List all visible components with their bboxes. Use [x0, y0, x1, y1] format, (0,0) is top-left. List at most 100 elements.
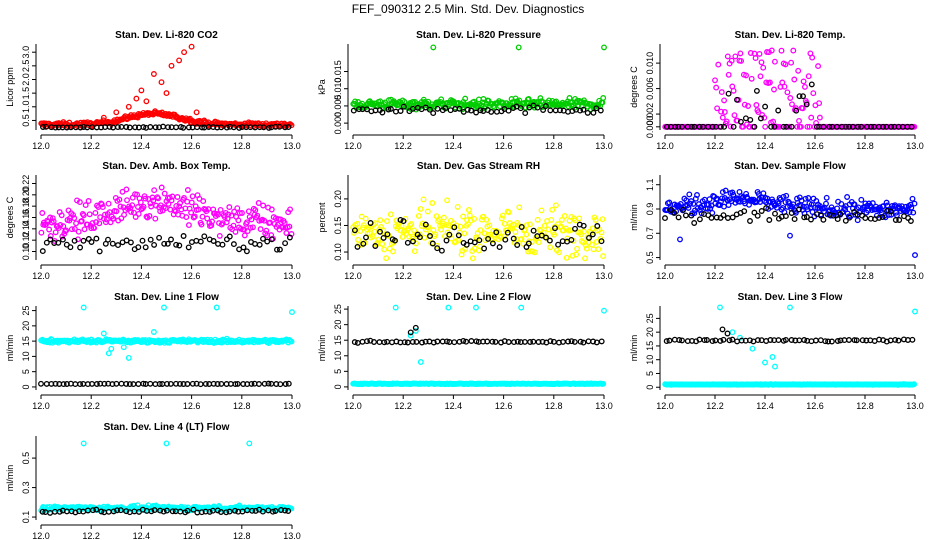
data-point	[861, 203, 868, 210]
data-point	[47, 236, 54, 243]
y-tick-label: 1.5	[21, 87, 31, 100]
data-point	[730, 87, 737, 94]
data-point	[447, 107, 454, 114]
data-point	[594, 223, 601, 229]
data-point	[38, 229, 45, 236]
data-point	[261, 380, 268, 387]
data-point	[77, 124, 84, 131]
data-point	[381, 339, 388, 346]
data-point	[243, 219, 250, 226]
data-point	[667, 206, 674, 213]
x-tick-label: 13.0	[595, 271, 613, 281]
data-point	[505, 209, 512, 216]
data-point	[783, 123, 790, 130]
data-point	[188, 43, 195, 50]
x-tick-label: 12.0	[344, 141, 362, 151]
chart-panel-6: Stan. Dev. Sample Flow ml/min 12.0 12.2 12.4…	[629, 161, 924, 281]
data-point	[589, 225, 596, 232]
y-tick-label: 5	[645, 371, 655, 376]
data-point	[851, 337, 858, 344]
x-tick-label: 13.0	[283, 271, 301, 281]
data-point	[725, 90, 732, 97]
data-point	[39, 248, 46, 255]
data-point	[132, 124, 139, 131]
data-point	[400, 218, 407, 225]
x-tick-label: 12.2	[706, 401, 724, 411]
data-point	[501, 220, 508, 227]
data-point	[720, 336, 727, 343]
data-point	[451, 339, 458, 346]
data-point	[492, 338, 499, 345]
series-ref	[39, 233, 293, 255]
data-point	[90, 507, 96, 514]
data-point	[460, 213, 467, 220]
data-point	[912, 252, 918, 259]
data-point	[77, 244, 84, 251]
data-point	[748, 75, 755, 82]
data-point	[185, 244, 192, 251]
data-point	[846, 214, 853, 221]
data-point	[481, 245, 488, 252]
data-point	[80, 380, 87, 387]
data-point	[534, 104, 541, 111]
data-point	[577, 338, 584, 345]
x-tick-label: 12.0	[656, 271, 674, 281]
data-point	[666, 199, 673, 206]
panel-title: Stan. Dev. Li-820 Pressure	[416, 30, 541, 41]
data-point	[719, 326, 726, 333]
y-tick-label: 0.7	[645, 227, 655, 240]
data-point	[103, 216, 110, 223]
data-point	[117, 203, 124, 210]
data-point	[362, 215, 369, 222]
data-point	[105, 200, 112, 207]
data-point	[737, 50, 744, 57]
data-point	[93, 235, 100, 242]
data-point	[113, 208, 120, 215]
series-red	[38, 43, 295, 130]
data-point	[195, 206, 202, 213]
y-axis-label: kPa	[317, 79, 327, 95]
data-point	[272, 508, 279, 514]
data-point	[757, 73, 764, 80]
data-point	[397, 108, 404, 114]
data-point	[464, 221, 471, 228]
data-point	[125, 103, 132, 110]
data-point	[808, 114, 815, 121]
data-point	[781, 83, 788, 90]
x-tick-label: 12.6	[806, 271, 824, 281]
data-point	[888, 211, 895, 218]
data-point	[47, 214, 54, 221]
data-point	[105, 350, 112, 357]
data-point	[703, 337, 710, 343]
data-point	[223, 509, 230, 516]
data-point	[786, 123, 793, 130]
data-point	[555, 241, 562, 248]
x-tick-label: 12.6	[183, 531, 201, 540]
data-point	[147, 380, 154, 387]
data-point	[465, 207, 472, 213]
data-point	[757, 115, 764, 122]
data-point	[547, 107, 554, 114]
data-point	[709, 338, 716, 345]
data-point	[432, 231, 439, 238]
data-point	[747, 218, 753, 224]
data-point	[784, 89, 791, 96]
data-point	[409, 338, 416, 345]
data-point	[828, 338, 835, 345]
data-point	[429, 200, 436, 206]
chart-panel-8: Stan. Dev. Line 2 Flow ml/min 12.0 12.2 12.4…	[317, 292, 613, 411]
data-point	[578, 238, 585, 245]
data-point	[501, 233, 507, 240]
data-point	[838, 123, 845, 130]
data-point	[93, 381, 100, 387]
data-point	[360, 222, 367, 229]
y-tick-label: 0.010	[333, 77, 343, 100]
data-point	[499, 212, 506, 219]
y-axis-label: ml/min	[629, 335, 639, 362]
y-tick-label: 1.1	[645, 178, 655, 191]
data-point	[568, 338, 575, 345]
data-point	[795, 67, 802, 74]
data-point	[489, 240, 496, 247]
data-point	[188, 199, 195, 206]
data-point	[400, 103, 407, 110]
